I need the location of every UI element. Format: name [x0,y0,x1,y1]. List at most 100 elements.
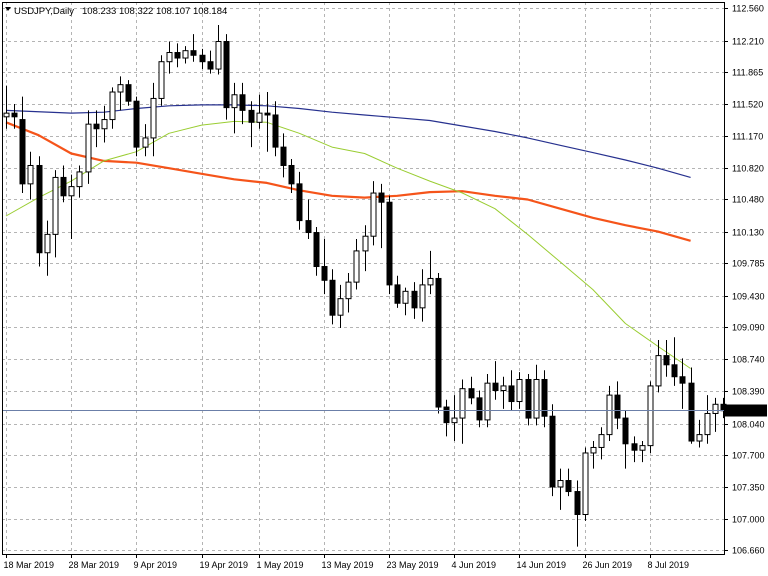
y-tick-label: 112.560 [732,4,764,14]
x-tick-label: 26 Jun 2019 [583,560,633,570]
candle-body [655,355,662,387]
x-tick-label: 1 May 2019 [257,560,304,570]
candle [402,287,409,316]
candle [223,34,230,120]
candle [36,156,43,267]
candle [174,43,181,68]
candle [93,110,100,148]
candle [85,110,92,184]
candle-body [525,378,532,419]
candle-body [272,114,279,148]
candle [655,339,662,393]
candle [150,82,157,157]
moving-average-line [5,120,691,369]
candle-body [386,201,393,286]
plot-frame [2,2,725,555]
candle [614,381,621,430]
candle [125,80,132,106]
candle [19,96,26,194]
candle [590,441,597,469]
candle-body [451,417,458,424]
candle-body [533,378,540,419]
candle-body [288,164,295,185]
candle [541,370,548,428]
candle [3,85,10,129]
y-tick-label: 110.820 [732,164,764,174]
candle [321,238,328,295]
y-tick-label: 107.350 [732,483,765,493]
candle-body [182,50,189,59]
candle-body [484,382,491,421]
candle-body [435,277,442,408]
candle [533,364,540,426]
candle [500,376,507,409]
candle [305,199,312,239]
candle [606,385,613,442]
candle [76,165,83,198]
candle [109,87,116,129]
candle-body [679,376,686,384]
candle-body [345,281,352,300]
y-tick-label: 108.740 [732,355,765,365]
x-tick-label: 14 Jun 2019 [517,560,567,570]
candle-body [516,378,523,403]
candle-body [190,50,197,56]
candle [256,94,263,129]
candle [508,370,515,411]
candle [516,372,523,409]
candle-body [492,382,499,392]
symbol-dropdown-arrow-icon[interactable] [5,7,11,11]
candle [663,339,670,377]
candle-body [378,192,385,203]
candle-body [93,123,100,130]
candle-body [27,164,34,185]
moving-average-line [5,121,691,242]
y-tick-label: 106.660 [732,546,765,556]
candle [370,181,377,246]
candle-body [36,164,43,254]
candle [549,404,556,497]
candle [231,82,238,134]
candle [190,34,197,62]
x-tick-label: 28 Mar 2019 [69,560,120,570]
candle [427,250,434,295]
candle [60,165,67,203]
candle [248,101,255,148]
x-tick-label: 13 May 2019 [322,560,374,570]
candle-body [158,61,165,99]
candlestick-series [3,24,727,547]
candle [272,101,279,157]
candle [353,238,360,290]
candle [199,48,206,70]
candle [68,174,75,239]
candle [443,399,450,437]
candle-body [199,54,206,63]
candle-body [52,176,59,235]
y-tick-label: 111.520 [732,100,763,110]
candle [52,170,59,258]
x-tick-label: 8 Jul 2019 [648,560,690,570]
y-tick-label: 109.430 [732,292,765,302]
candle [362,225,369,272]
candle-body [256,112,263,123]
candle-body [85,123,92,173]
candle-body [696,434,703,442]
x-axis: 18 Mar 2019 28 Mar 2019 9 Apr 2019 19 Apr 2… [4,554,690,570]
candle [565,468,572,497]
candle-body [142,137,149,148]
candle-body [443,406,450,424]
y-tick-label: 109.090 [732,323,765,333]
candle-body [639,445,646,451]
candle [598,427,605,460]
candle-body [500,385,507,392]
candle [264,92,271,152]
candle-body [248,109,255,123]
candle-body [337,298,344,316]
candle-body [19,119,26,185]
candle-body [419,284,426,309]
candle [435,272,442,414]
chart-ohlc-values: 108.233 108.322 108.107 108.184 [82,6,227,17]
candle-body [125,84,132,102]
candle [525,373,532,426]
